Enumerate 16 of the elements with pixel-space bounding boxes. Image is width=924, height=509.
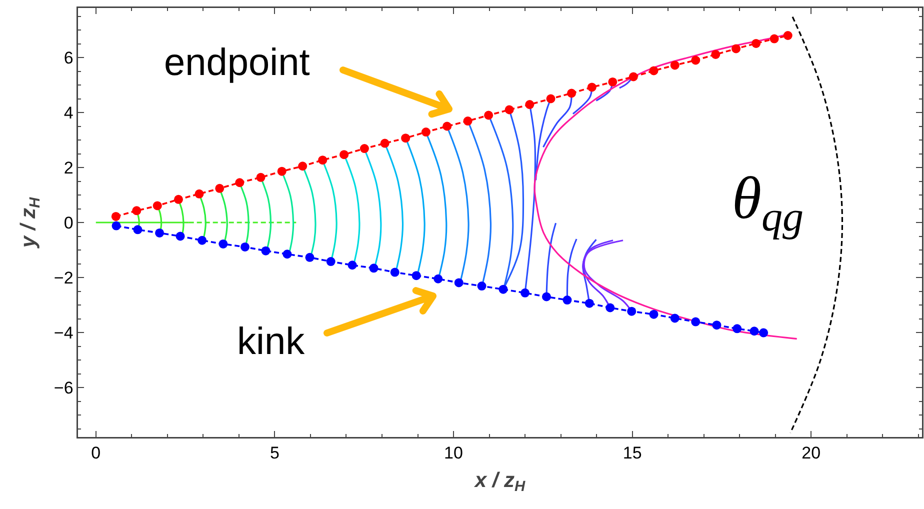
y-tick-label: −6 [54, 378, 74, 398]
y-tick-label: −2 [54, 268, 74, 288]
annotation: endpoint [164, 42, 310, 84]
x-tick-label: 0 [91, 444, 101, 463]
x-tick-label: 5 [270, 444, 280, 463]
x-tick-label: 15 [622, 444, 642, 463]
annotation: kink [237, 321, 306, 363]
x-tick-label: 20 [802, 444, 821, 463]
y-tick-label: 0 [64, 213, 74, 232]
y-tick-label: −4 [54, 323, 74, 342]
x-axis-title: x / z$_{H}$ [474, 468, 526, 496]
y-tick-label: 6 [64, 48, 74, 68]
y-tick-label: 2 [64, 158, 74, 178]
y-tick-label: 4 [64, 103, 74, 122]
annotation: θ$_{qg}$ [732, 165, 804, 241]
x-tick-label: 10 [444, 444, 463, 463]
